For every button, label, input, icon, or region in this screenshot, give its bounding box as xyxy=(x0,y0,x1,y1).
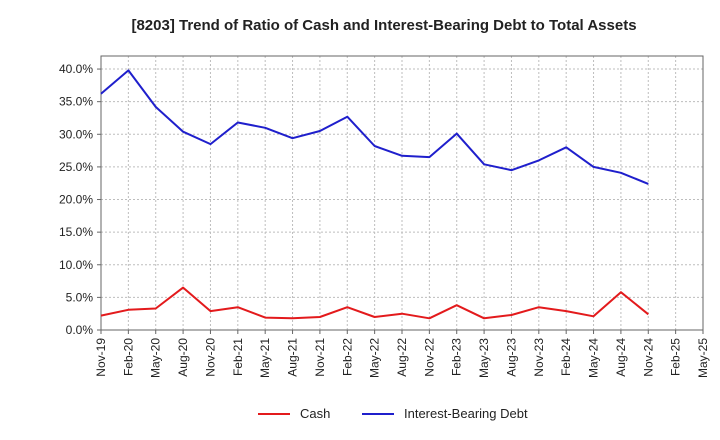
x-tick-label: Aug-21 xyxy=(286,338,300,377)
x-tick-label: Feb-22 xyxy=(340,338,354,376)
x-tick-label: Feb-23 xyxy=(450,338,464,376)
y-tick-label: 40.0% xyxy=(59,62,93,76)
x-tick-label: Feb-20 xyxy=(121,338,135,376)
x-tick-label: Nov-24 xyxy=(641,338,655,377)
x-tick-label: Aug-22 xyxy=(395,338,409,377)
x-tick-label: Nov-19 xyxy=(94,338,108,377)
y-tick-label: 25.0% xyxy=(59,160,93,174)
x-tick-label: Nov-23 xyxy=(532,338,546,377)
y-axis: 0.0% 5.0% 10.0% 15.0% 20.0% 25.0% 30.0% 35.0% 40… xyxy=(59,62,101,337)
y-tick-label: 5.0% xyxy=(66,290,94,304)
plot-area-frame xyxy=(100,55,704,331)
x-tick-label: May-21 xyxy=(258,338,272,378)
y-tick-label: 20.0% xyxy=(59,193,93,207)
y-tick-label: 35.0% xyxy=(59,95,93,109)
y-tick-label: 0.0% xyxy=(66,323,94,337)
x-tick-label: May-22 xyxy=(368,338,382,378)
series-layer xyxy=(100,69,649,320)
x-tick-label: Feb-24 xyxy=(559,338,573,376)
x-tick-label: Nov-22 xyxy=(422,338,436,377)
y-tick-label: 30.0% xyxy=(59,127,93,141)
x-tick-label: Nov-21 xyxy=(313,338,327,377)
series-line-cash xyxy=(100,286,649,320)
y-tick-label: 10.0% xyxy=(59,258,93,272)
legend: Cash Interest-Bearing Debt xyxy=(258,406,528,421)
legend-label: Cash xyxy=(300,406,330,421)
x-tick-label: May-20 xyxy=(149,338,163,378)
x-tick-label: Nov-20 xyxy=(203,338,217,377)
x-tick-label: May-24 xyxy=(587,338,601,378)
x-tick-label: Aug-24 xyxy=(614,338,628,377)
series-line-interest-bearing-debt xyxy=(100,69,649,185)
x-axis: Nov-19 Feb-20 May-20 Aug-20 Nov-20 Feb-21 May-… xyxy=(94,330,710,378)
x-tick-label: Feb-21 xyxy=(231,338,245,376)
grid xyxy=(101,56,703,331)
chart-title: [8203] Trend of Ratio of Cash and Intere… xyxy=(131,17,636,34)
x-tick-label: Aug-23 xyxy=(504,338,518,377)
x-tick-label: Aug-20 xyxy=(176,338,190,377)
y-tick-label: 15.0% xyxy=(59,225,93,239)
x-tick-label: May-23 xyxy=(477,338,491,378)
x-tick-label: May-25 xyxy=(696,338,710,378)
legend-label: Interest-Bearing Debt xyxy=(404,406,528,421)
x-tick-label: Feb-25 xyxy=(669,338,683,376)
